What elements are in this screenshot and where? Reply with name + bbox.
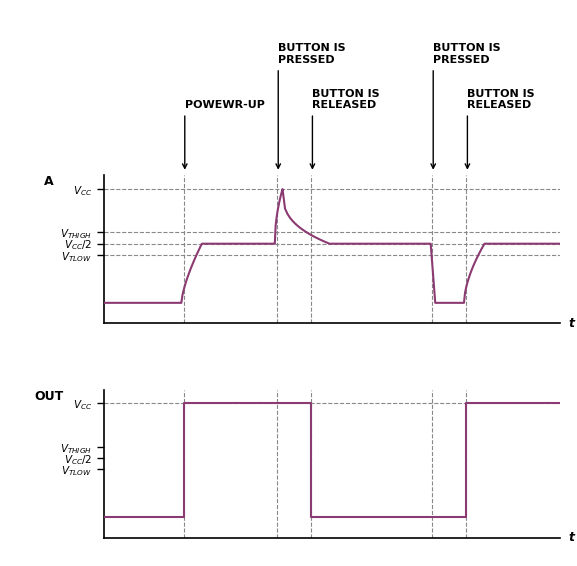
Text: BUTTON IS
RELEASED: BUTTON IS RELEASED — [312, 89, 380, 110]
Text: POWEWR-UP: POWEWR-UP — [185, 100, 265, 110]
Text: t: t — [569, 531, 575, 544]
Y-axis label: A: A — [44, 175, 54, 188]
Text: BUTTON IS
PRESSED: BUTTON IS PRESSED — [278, 44, 346, 65]
Text: BUTTON IS
RELEASED: BUTTON IS RELEASED — [467, 89, 535, 110]
Text: t: t — [569, 317, 575, 330]
Y-axis label: OUT: OUT — [35, 390, 64, 403]
Text: BUTTON IS
PRESSED: BUTTON IS PRESSED — [433, 44, 501, 65]
